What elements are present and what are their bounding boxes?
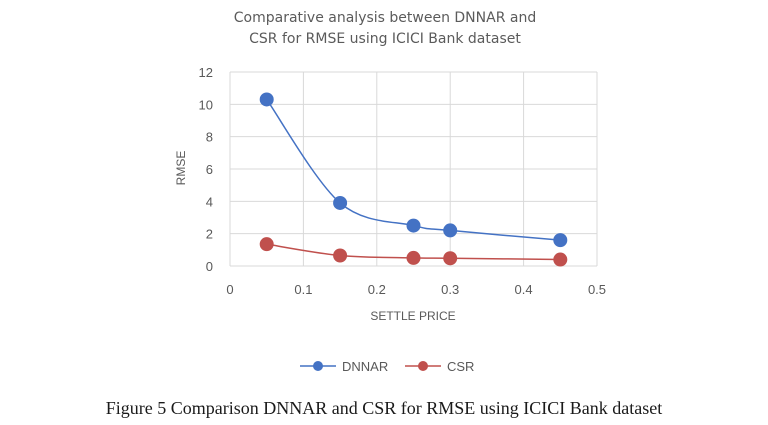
x-tick-label: 0.5 (588, 282, 606, 297)
legend-label-csr: CSR (447, 359, 474, 374)
x-tick-label: 0.1 (294, 282, 312, 297)
series-dnnar (259, 92, 568, 248)
data-point-dnnar (443, 223, 458, 238)
x-tick-label: 0 (226, 282, 233, 297)
y-axis-ticks: 0 2 4 6 8 10 12 (199, 65, 213, 274)
data-point-csr (406, 250, 421, 265)
series-layer (259, 92, 568, 267)
y-tick-label: 4 (206, 194, 213, 209)
y-tick-label: 10 (199, 97, 213, 112)
x-tick-label: 0.3 (441, 282, 459, 297)
data-point-dnnar (553, 233, 568, 248)
y-tick-label: 2 (206, 227, 213, 242)
y-axis-title: RMSE (174, 151, 188, 186)
legend: DNNAR CSR (300, 359, 474, 374)
figure-caption: Figure 5 Comparison DNNAR and CSR for RM… (105, 398, 663, 418)
data-point-csr (553, 252, 568, 267)
x-axis-title: SETTLE PRICE (370, 309, 455, 323)
chart-title-line-1: Comparative analysis between DNNAR and (234, 10, 536, 26)
y-tick-label: 12 (199, 65, 213, 80)
y-tick-label: 0 (206, 259, 213, 274)
chart-title-line-2: CSR for RMSE using ICICI Bank dataset (249, 31, 521, 47)
data-point-dnnar (259, 92, 274, 107)
legend-marker-csr (418, 361, 428, 371)
y-tick-label: 8 (206, 130, 213, 145)
data-point-csr (259, 237, 274, 252)
data-point-dnnar (333, 195, 348, 210)
data-point-csr (333, 248, 348, 263)
legend-marker-dnnar (313, 361, 323, 371)
data-point-csr (443, 251, 458, 266)
legend-label-dnnar: DNNAR (342, 359, 388, 374)
y-tick-label: 6 (206, 162, 213, 177)
data-point-dnnar (406, 218, 421, 233)
x-tick-label: 0.2 (368, 282, 386, 297)
series-csr (259, 237, 568, 267)
gridlines (229, 71, 598, 267)
x-tick-label: 0.4 (515, 282, 533, 297)
x-axis-ticks: 0 0.1 0.2 0.3 0.4 0.5 (226, 282, 606, 297)
